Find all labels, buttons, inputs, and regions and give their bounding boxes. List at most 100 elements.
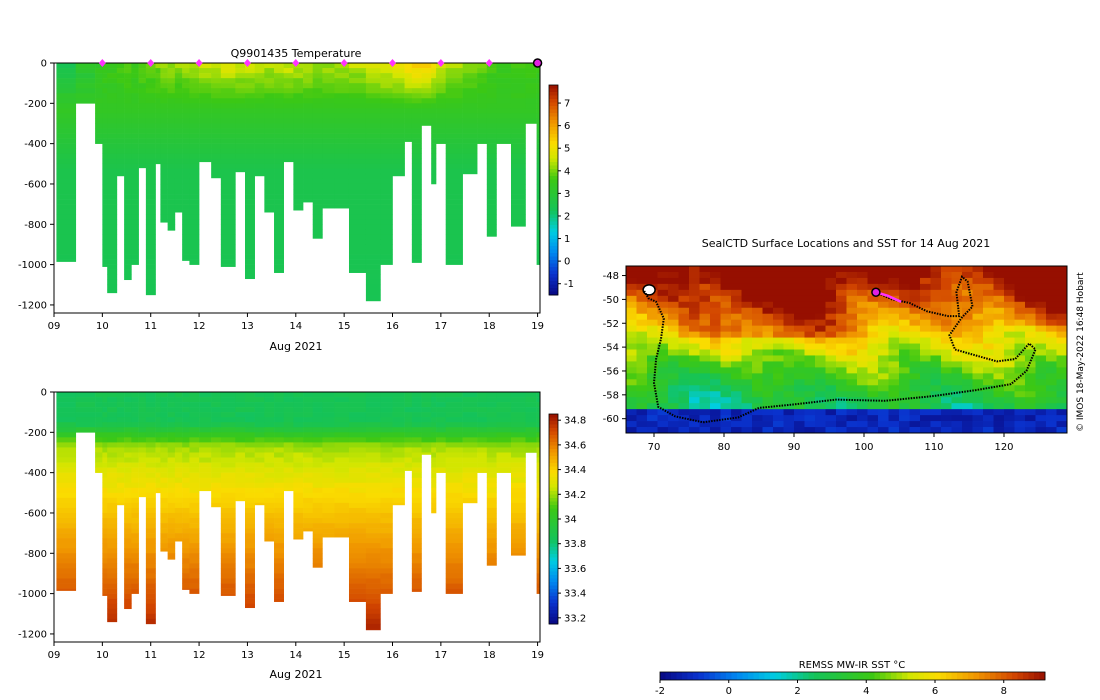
p1-cell: [462, 108, 478, 114]
p1-cell: [107, 78, 118, 84]
p1-cell: [404, 78, 413, 84]
sst-cell: [825, 331, 837, 338]
sst-cell: [909, 367, 921, 374]
sst-cell: [909, 289, 921, 297]
sst-cell: [941, 319, 952, 327]
p2-cell: [107, 613, 118, 620]
p1-cell: [365, 78, 381, 84]
sst-cell: [972, 397, 984, 404]
p2-cell: [264, 417, 275, 423]
p2-cell: [160, 518, 168, 524]
p2-cell: [102, 548, 108, 554]
sst-cell: [951, 307, 963, 315]
sst-cell: [899, 271, 910, 279]
p2-cell: [536, 502, 541, 509]
p2-cell: [245, 397, 255, 403]
p1-cell: [182, 98, 190, 104]
p1-cell: [303, 118, 314, 124]
p2-y-tick-label: -600: [24, 508, 47, 519]
p1-cell: [254, 173, 265, 177]
p1-cell: [245, 239, 255, 245]
p2-cell: [274, 588, 284, 594]
sst-cell: [731, 397, 742, 404]
p2-cell: [138, 467, 147, 473]
sst-cell: [699, 409, 711, 416]
p2-cell: [189, 538, 200, 544]
sst-cell: [846, 289, 858, 297]
sst-cell: [930, 349, 942, 356]
p1-cell: [160, 219, 168, 223]
p1-cell: [365, 259, 381, 265]
p1-cell: [536, 68, 541, 74]
sst-cell: [909, 266, 921, 273]
p1-cell: [182, 199, 190, 205]
p2-cell: [462, 412, 478, 418]
p1-cell: [116, 108, 125, 114]
p2-cell: [174, 538, 183, 542]
p1-cell: [167, 118, 176, 124]
p2-cell: [160, 497, 168, 504]
p1-cell: [431, 128, 437, 134]
p1-colorbar-swatch: [549, 197, 558, 201]
sst-cell: [741, 385, 753, 392]
sst-cell: [815, 343, 826, 350]
p2-cell: [102, 402, 108, 408]
p1-cell: [155, 148, 161, 155]
p2-cell: [445, 432, 463, 438]
p1-cell: [421, 123, 432, 126]
sst-cell: [752, 271, 763, 279]
p1-cell: [380, 173, 393, 180]
p2-cell: [293, 528, 304, 534]
p2-cell: [155, 407, 161, 413]
p1-cell: [56, 173, 77, 180]
p1-cell: [334, 189, 350, 195]
sst-cell: [678, 331, 690, 338]
p2-cell: [477, 407, 488, 413]
p2-cell: [174, 432, 183, 438]
sst-cell: [899, 373, 910, 380]
p1-cell: [245, 244, 255, 250]
p2-cell: [116, 452, 125, 458]
sst-cell: [899, 289, 910, 297]
p2-cell: [365, 402, 381, 408]
p2-cell: [536, 447, 541, 453]
p2-cell: [160, 412, 168, 418]
p1-cell: [380, 153, 393, 160]
p2-cell: [536, 492, 541, 499]
p1-cell: [264, 173, 275, 180]
sst-cell: [762, 409, 774, 416]
p1-cell: [102, 244, 108, 250]
p2-cell: [167, 558, 176, 560]
p2-colorbar-swatch: [549, 463, 558, 467]
p2-cell: [160, 543, 168, 549]
p1-cell: [348, 234, 367, 240]
p2-cell: [182, 422, 190, 428]
p2-cell: [254, 432, 265, 438]
p1-cell: [102, 178, 108, 185]
sst-cell: [794, 283, 805, 291]
p1-cell: [174, 123, 183, 129]
p2-cell: [131, 543, 139, 549]
p2-cell: [536, 507, 541, 514]
p1-cell: [445, 148, 463, 155]
p2-cell: [411, 583, 422, 589]
p2-cell: [283, 427, 294, 433]
p1-cell: [322, 178, 335, 185]
p2-cell: [274, 452, 284, 458]
p1-cell: [380, 229, 393, 235]
p1-cell: [445, 229, 463, 235]
p2-cell: [348, 412, 367, 418]
p2-cell: [107, 407, 118, 413]
p2-cell: [107, 432, 118, 438]
p2-cell: [124, 487, 132, 494]
p2-cell: [510, 417, 526, 423]
p1-cell: [264, 183, 275, 190]
sst-cell: [752, 367, 763, 374]
sst-cell: [972, 391, 984, 398]
p1-cell: [145, 108, 156, 114]
p1-cell: [274, 224, 284, 230]
sst-cell: [878, 403, 889, 410]
sst-cell: [1004, 427, 1015, 434]
sst-cell: [710, 379, 721, 386]
p2-cell: [365, 462, 381, 468]
